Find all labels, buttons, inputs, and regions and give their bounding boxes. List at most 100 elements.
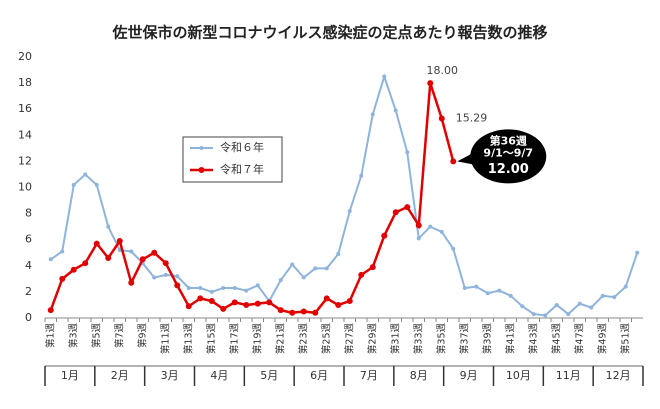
- point: [301, 275, 306, 280]
- month-label: 2月: [111, 369, 129, 382]
- x-tick-label: 第29週: [366, 323, 378, 355]
- value-label: 15.29: [456, 111, 488, 124]
- month-label: 1月: [61, 369, 79, 382]
- point: [59, 275, 66, 282]
- x-tick-label: 第1週: [44, 323, 56, 349]
- y-tick-label: 4: [25, 259, 32, 272]
- point: [254, 300, 261, 307]
- point: [277, 307, 284, 314]
- point: [416, 236, 421, 241]
- y-tick-label: 14: [18, 128, 32, 141]
- point: [623, 284, 628, 289]
- point: [208, 298, 215, 305]
- month-label: 6月: [310, 369, 328, 382]
- callout-text: 9/1～9/7: [483, 146, 533, 159]
- point: [139, 256, 146, 263]
- point: [508, 293, 513, 298]
- point: [600, 293, 605, 298]
- point: [635, 250, 640, 255]
- point: [392, 209, 399, 216]
- point: [531, 312, 536, 317]
- series-line: [50, 73, 639, 317]
- point: [243, 301, 250, 308]
- month-label: 7月: [360, 369, 378, 382]
- point: [566, 312, 571, 317]
- y-tick-label: 10: [18, 181, 32, 194]
- legend-marker: [198, 167, 205, 173]
- point: [82, 260, 89, 267]
- point: [438, 115, 445, 122]
- x-tick-label: 第17週: [228, 323, 240, 355]
- point: [382, 74, 387, 79]
- legend-label: 令和６年: [220, 140, 264, 154]
- point: [347, 208, 352, 213]
- x-tick-label: 第51週: [619, 323, 631, 355]
- month-label: 3月: [161, 369, 179, 382]
- point: [197, 295, 204, 302]
- point: [152, 275, 157, 280]
- x-tick-label: 第19週: [251, 323, 263, 355]
- point: [336, 252, 341, 257]
- point: [543, 313, 548, 318]
- point: [393, 108, 398, 113]
- point: [405, 150, 410, 155]
- point: [589, 305, 594, 310]
- point: [70, 266, 77, 273]
- point: [83, 172, 88, 177]
- point: [462, 285, 467, 290]
- point: [313, 266, 318, 271]
- x-tick-label: 第15週: [205, 323, 217, 355]
- x-tick-label: 第23週: [297, 323, 309, 355]
- point: [60, 249, 65, 254]
- point: [312, 309, 319, 316]
- x-tick-label: 第39週: [481, 323, 493, 355]
- month-label: 8月: [410, 369, 428, 382]
- point: [612, 295, 617, 300]
- point: [93, 240, 100, 247]
- point: [415, 222, 422, 229]
- x-tick-label: 第3週: [67, 323, 79, 349]
- point: [244, 288, 249, 293]
- point: [232, 285, 237, 290]
- point: [220, 305, 227, 312]
- legend-label: 令和７年: [220, 162, 264, 176]
- point: [324, 266, 329, 271]
- legend-box: [182, 136, 283, 183]
- x-tick-label: 第21週: [274, 323, 286, 355]
- point: [186, 285, 191, 290]
- point: [450, 158, 457, 165]
- month-label: 10月: [506, 369, 531, 382]
- point: [116, 238, 123, 245]
- point: [289, 309, 296, 316]
- x-tick-label: 第5週: [90, 323, 102, 349]
- y-tick-label: 12: [18, 154, 32, 167]
- point: [129, 249, 134, 254]
- x-tick-label: 第47週: [573, 323, 585, 355]
- point: [71, 182, 76, 187]
- point: [300, 308, 307, 315]
- point: [428, 224, 433, 229]
- x-tick-label: 第27週: [343, 323, 355, 355]
- point: [359, 173, 364, 178]
- point: [94, 182, 99, 187]
- callout: [470, 129, 547, 184]
- point: [369, 264, 376, 271]
- x-tick-label: 第31週: [389, 323, 401, 355]
- point: [358, 271, 365, 278]
- point: [231, 299, 238, 306]
- point: [381, 232, 388, 239]
- y-tick-label: 2: [25, 285, 32, 298]
- point: [554, 302, 559, 307]
- x-tick-label: 第7週: [113, 323, 125, 349]
- y-tick-label: 6: [25, 233, 32, 246]
- x-tick-label: 第41週: [504, 323, 516, 355]
- point: [370, 112, 375, 117]
- month-label: 4月: [210, 369, 228, 382]
- point: [185, 303, 192, 310]
- point: [474, 284, 479, 289]
- point: [346, 298, 353, 305]
- y-tick-label: 20: [18, 50, 32, 63]
- x-tick-label: 第33週: [412, 323, 424, 355]
- x-tick-label: 第43週: [527, 323, 539, 355]
- x-tick-label: 第35週: [435, 323, 447, 355]
